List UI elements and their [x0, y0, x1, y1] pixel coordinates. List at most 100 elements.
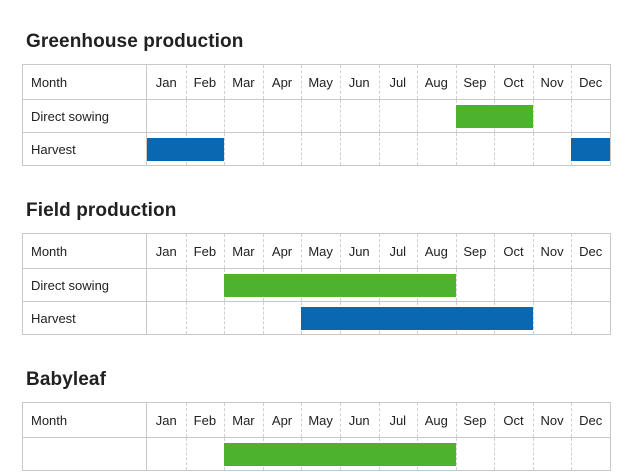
month-gridline — [571, 302, 573, 334]
gantt-row — [23, 437, 610, 470]
month-header-cell: Jul — [389, 412, 407, 428]
month-gridline — [224, 302, 226, 334]
month-gridline — [532, 269, 534, 301]
month-header-cell: Jul — [389, 243, 407, 259]
month-gridline — [417, 234, 419, 268]
month-header-cell: Jul — [389, 74, 407, 90]
month-header-cells: Jan Feb Mar Apr May Jun Jul Aug Sep Oct Nov Dec — [147, 234, 610, 268]
month-gridline — [224, 133, 226, 165]
month-header-cell: Oct — [503, 74, 524, 90]
month-gridline — [339, 65, 341, 99]
gantt-table-babyleaf: Month Jan Feb Mar Apr May Jun Jul Aug Sep Oct Nov De… — [22, 402, 611, 471]
month-header-cell: May — [308, 243, 333, 259]
row-label: Harvest — [23, 133, 147, 165]
month-header-cell: Jan — [155, 243, 177, 259]
month-gridline — [185, 403, 187, 437]
month-gridline — [532, 133, 534, 165]
month-header-cell: Aug — [424, 243, 448, 259]
month-header-cell: Apr — [271, 243, 293, 259]
gantt-row: Direct sowing — [23, 268, 610, 301]
month-header-cell: May — [308, 412, 333, 428]
month-header-cell: May — [308, 74, 333, 90]
gantt-row: Direct sowing — [23, 99, 610, 132]
month-header-cell: Sep — [463, 412, 487, 428]
row-label: Direct sowing — [23, 269, 147, 301]
month-gridline — [378, 403, 380, 437]
month-header-cell: Mar — [232, 412, 255, 428]
gantt-table-field: Month Jan Feb Mar Apr May Jun Jul Aug Sep Oct Nov De… — [22, 233, 611, 335]
month-gridline — [571, 438, 573, 470]
month-gridline — [301, 65, 303, 99]
gantt-header-row: Month Jan Feb Mar Apr May Jun Jul Aug Sep Oct Nov De… — [23, 65, 610, 99]
month-gridline — [571, 234, 573, 268]
month-gridline — [262, 234, 264, 268]
month-header-cell: Feb — [193, 243, 217, 259]
month-column-header: Month — [23, 65, 147, 99]
section-title: Greenhouse production — [26, 31, 244, 52]
month-gridline — [571, 403, 573, 437]
month-header-cell: Feb — [193, 412, 217, 428]
row-timeline — [147, 133, 610, 165]
month-gridline — [339, 133, 341, 165]
gantt-row: Harvest — [23, 301, 610, 334]
month-gridline — [455, 234, 457, 268]
month-gridline — [185, 234, 187, 268]
month-gridline — [339, 234, 341, 268]
month-gridline — [185, 269, 187, 301]
gantt-row: Harvest — [23, 132, 610, 165]
section-babyleaf: Babyleaf Month Jan Feb Mar Apr May Jun Jul Aug Se… — [22, 369, 611, 471]
month-gridline — [417, 133, 419, 165]
month-header-cell: Sep — [463, 74, 487, 90]
month-gridline — [262, 403, 264, 437]
month-header-cell: Sep — [463, 243, 487, 259]
row-timeline — [147, 269, 610, 301]
month-header-cell: Jun — [348, 74, 370, 90]
harvest-period-bar — [301, 307, 533, 330]
month-gridline — [417, 65, 419, 99]
month-gridline — [262, 100, 264, 132]
month-gridline — [532, 438, 534, 470]
month-header-cells: Jan Feb Mar Apr May Jun Jul Aug Sep Oct Nov Dec — [147, 403, 610, 437]
gantt-header-row: Month Jan Feb Mar Apr May Jun Jul Aug Sep Oct Nov De… — [23, 403, 610, 437]
month-gridline — [262, 302, 264, 334]
month-header-cell: Dec — [579, 74, 603, 90]
month-gridline — [455, 133, 457, 165]
month-gridline — [455, 438, 457, 470]
gantt-table-greenhouse: Month Jan Feb Mar Apr May Jun Jul Aug Sep Oct Nov De… — [22, 64, 611, 166]
month-header-cell: Dec — [579, 412, 603, 428]
month-header-cell: Nov — [540, 243, 564, 259]
month-header-cell: Apr — [271, 412, 293, 428]
month-header-cell: Nov — [540, 412, 564, 428]
month-header-cell: Aug — [424, 74, 448, 90]
month-gridline — [339, 100, 341, 132]
month-gridline — [185, 100, 187, 132]
month-header-cell: Oct — [503, 412, 524, 428]
row-label — [23, 438, 147, 470]
month-gridline — [494, 65, 496, 99]
row-timeline — [147, 100, 610, 132]
month-gridline — [301, 403, 303, 437]
month-gridline — [185, 302, 187, 334]
month-header-cell: Jun — [348, 243, 370, 259]
gantt-header-row: Month Jan Feb Mar Apr May Jun Jul Aug Sep Oct Nov De… — [23, 234, 610, 268]
row-timeline — [147, 302, 610, 334]
month-gridline — [494, 403, 496, 437]
month-gridline — [224, 234, 226, 268]
section-title: Babyleaf — [26, 369, 107, 390]
month-gridline — [339, 403, 341, 437]
month-gridline — [571, 65, 573, 99]
month-gridline — [494, 234, 496, 268]
month-gridline — [417, 403, 419, 437]
month-gridline — [532, 403, 534, 437]
month-gridline — [301, 234, 303, 268]
month-gridline — [378, 234, 380, 268]
month-header-cell: Jan — [155, 412, 177, 428]
month-gridline — [378, 100, 380, 132]
month-gridline — [185, 65, 187, 99]
month-gridline — [494, 269, 496, 301]
month-gridline — [224, 100, 226, 132]
month-gridline — [185, 438, 187, 470]
month-gridline — [301, 133, 303, 165]
month-gridline — [224, 403, 226, 437]
